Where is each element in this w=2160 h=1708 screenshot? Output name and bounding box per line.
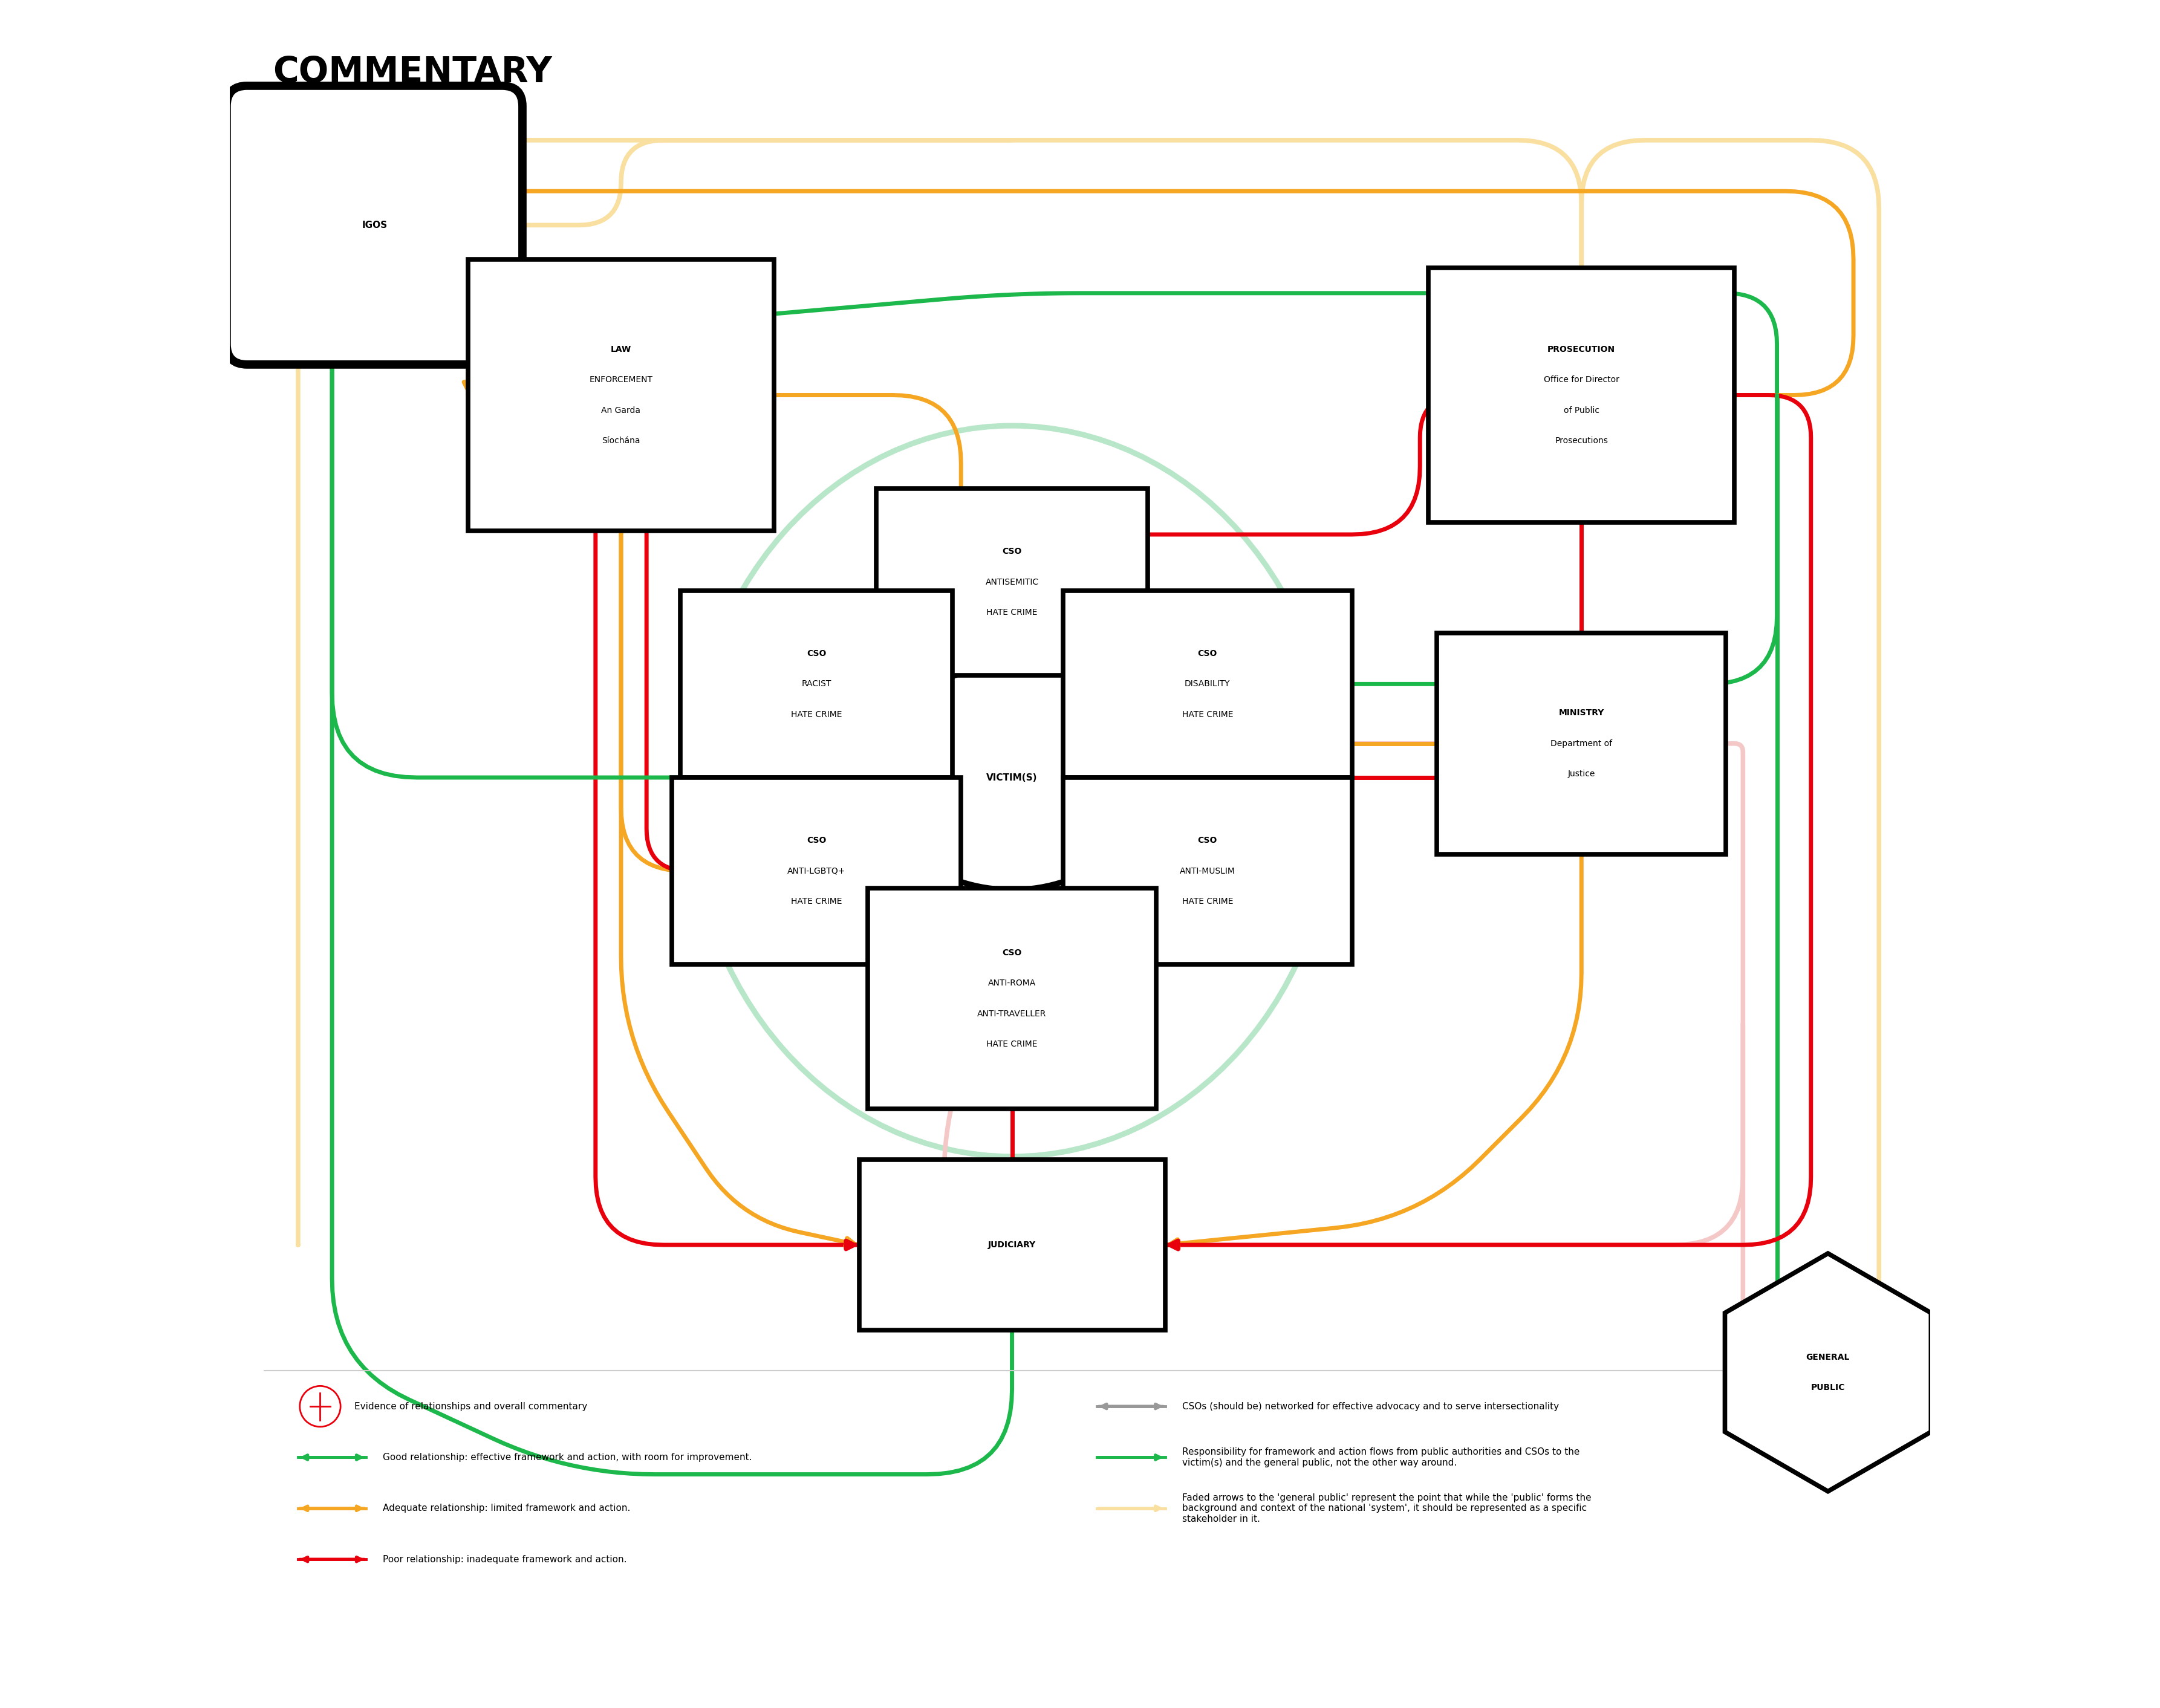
Text: CSO: CSO [806, 837, 827, 845]
FancyBboxPatch shape [1063, 777, 1352, 965]
FancyBboxPatch shape [672, 777, 961, 965]
Text: Síochána: Síochána [603, 437, 639, 446]
Text: Adequate relationship: limited framework and action.: Adequate relationship: limited framework… [382, 1503, 631, 1513]
Text: CSO: CSO [1002, 948, 1022, 956]
Text: HATE CRIME: HATE CRIME [987, 608, 1037, 617]
Text: CSO: CSO [806, 649, 827, 658]
Text: HATE CRIME: HATE CRIME [987, 1040, 1037, 1049]
FancyBboxPatch shape [1063, 591, 1352, 777]
Text: HATE CRIME: HATE CRIME [1182, 897, 1233, 905]
Ellipse shape [875, 666, 1149, 890]
FancyBboxPatch shape [868, 888, 1156, 1108]
Text: RACIST: RACIST [801, 680, 832, 688]
Text: Faded arrows to the 'general public' represent the point that while the 'public': Faded arrows to the 'general public' rep… [1182, 1493, 1592, 1524]
Text: of Public: of Public [1564, 407, 1598, 415]
FancyBboxPatch shape [469, 260, 773, 531]
Polygon shape [1726, 1254, 1931, 1491]
Text: ANTI-MUSLIM: ANTI-MUSLIM [1179, 866, 1236, 874]
Text: MINISTRY: MINISTRY [1560, 709, 1605, 717]
Text: Prosecutions: Prosecutions [1555, 437, 1607, 446]
Text: ENFORCEMENT: ENFORCEMENT [590, 376, 652, 384]
Text: Poor relationship: inadequate framework and action.: Poor relationship: inadequate framework … [382, 1554, 626, 1565]
Text: ANTI-TRAVELLER: ANTI-TRAVELLER [978, 1009, 1048, 1018]
FancyBboxPatch shape [680, 591, 953, 777]
Text: Evidence of relationships and overall commentary: Evidence of relationships and overall co… [354, 1402, 588, 1411]
Text: IGOS: IGOS [363, 220, 387, 229]
Text: HATE CRIME: HATE CRIME [791, 711, 842, 719]
Text: JUDICIARY: JUDICIARY [987, 1240, 1037, 1249]
Text: PUBLIC: PUBLIC [1810, 1383, 1845, 1392]
Text: Office for Director: Office for Director [1544, 376, 1620, 384]
Text: CSO: CSO [1197, 649, 1218, 658]
Text: CSOs (should be) networked for effective advocacy and to serve intersectionality: CSOs (should be) networked for effective… [1182, 1402, 1560, 1411]
Text: Justice: Justice [1568, 770, 1596, 779]
Text: ANTISEMITIC: ANTISEMITIC [985, 577, 1039, 586]
FancyBboxPatch shape [877, 488, 1147, 676]
Text: Responsibility for framework and action flows from public authorities and CSOs t: Responsibility for framework and action … [1182, 1448, 1579, 1467]
Text: COMMENTARY: COMMENTARY [272, 55, 551, 89]
Text: VICTIM(S): VICTIM(S) [987, 774, 1037, 782]
Text: GENERAL: GENERAL [1806, 1353, 1849, 1361]
Text: An Garda: An Garda [600, 407, 642, 415]
Text: DISABILITY: DISABILITY [1184, 680, 1231, 688]
FancyBboxPatch shape [1436, 634, 1726, 854]
Text: HATE CRIME: HATE CRIME [1182, 711, 1233, 719]
Text: LAW: LAW [611, 345, 631, 354]
Text: HATE CRIME: HATE CRIME [791, 897, 842, 905]
Text: CSO: CSO [1197, 837, 1218, 845]
FancyBboxPatch shape [227, 85, 523, 364]
Text: ANTI-LGBTQ+: ANTI-LGBTQ+ [788, 866, 847, 874]
FancyBboxPatch shape [1428, 268, 1734, 523]
Text: CSO: CSO [1002, 547, 1022, 555]
Text: Good relationship: effective framework and action, with room for improvement.: Good relationship: effective framework a… [382, 1454, 752, 1462]
Text: Department of: Department of [1551, 740, 1611, 748]
FancyBboxPatch shape [860, 1160, 1164, 1331]
Text: ANTI-ROMA: ANTI-ROMA [987, 979, 1037, 987]
Text: PROSECUTION: PROSECUTION [1547, 345, 1616, 354]
